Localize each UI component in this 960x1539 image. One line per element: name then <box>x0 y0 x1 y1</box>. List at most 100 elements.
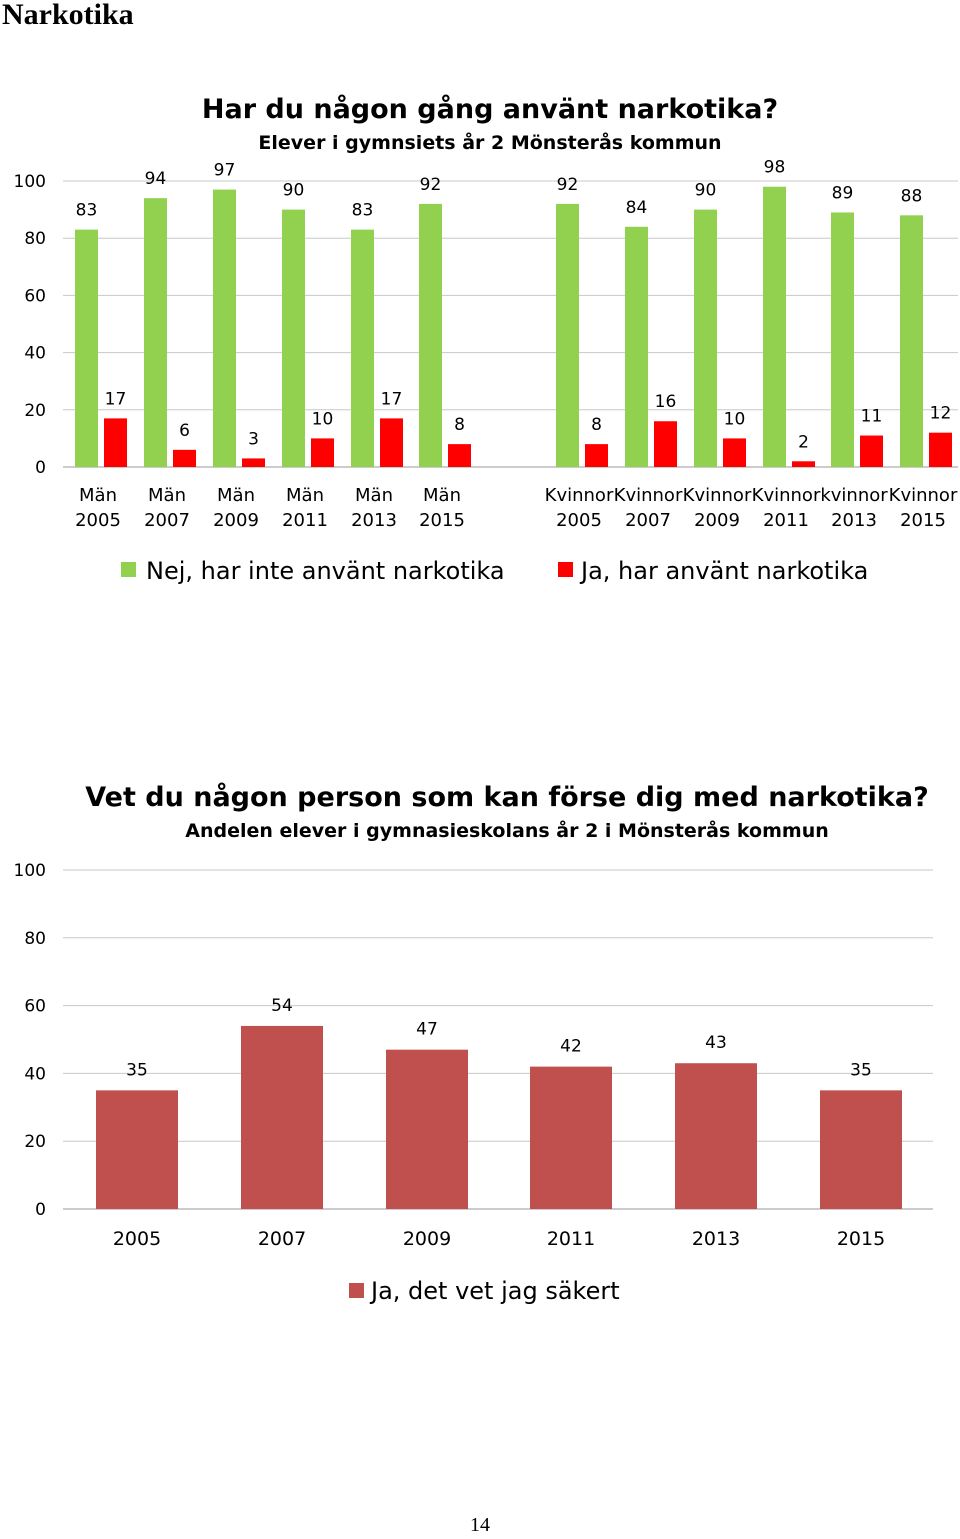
data-label: 3 <box>248 429 259 449</box>
category-label: Män <box>217 485 255 506</box>
data-label: 6 <box>179 421 190 441</box>
chart1-legend: Nej, har inte använt narkotika Ja, har a… <box>121 557 868 585</box>
category-year-label: 2013 <box>831 510 877 531</box>
data-label: 16 <box>655 392 677 412</box>
bar-ja <box>654 421 677 467</box>
category-label: Kvinnor <box>614 485 683 506</box>
data-label: 35 <box>850 1060 872 1080</box>
category-year-label: 2015 <box>419 510 465 531</box>
drug-use-chart: Har du någon gång använt narkotika? Elev… <box>14 93 958 585</box>
bar-nej <box>831 212 854 467</box>
data-label: 17 <box>381 389 403 409</box>
bar-nej <box>419 203 442 467</box>
category-label: 2011 <box>547 1228 595 1250</box>
data-label: 35 <box>126 1060 148 1080</box>
page-heading: Narkotika <box>2 0 134 31</box>
data-label: 42 <box>560 1037 582 1057</box>
drug-source-chart: Vet du någon person som kan förse dig me… <box>14 781 933 1305</box>
bar-ja <box>242 458 265 467</box>
bar-ja <box>792 461 815 467</box>
data-label: 10 <box>724 409 746 429</box>
bar-nej <box>351 229 374 467</box>
bar-ja <box>860 435 883 467</box>
data-label: 98 <box>764 158 786 178</box>
data-label: 90 <box>695 181 717 201</box>
y-tick-label: 20 <box>24 1132 46 1152</box>
bar-ja-sakert <box>820 1090 902 1209</box>
legend-label-sure: Ja, det vet jag säkert <box>369 1277 620 1305</box>
y-tick-label: 100 <box>14 861 46 881</box>
category-label: Män <box>423 485 461 506</box>
category-label: Män <box>148 485 186 506</box>
bar-ja <box>585 444 608 467</box>
category-label: 2009 <box>403 1228 451 1250</box>
y-tick-label: 100 <box>14 172 46 192</box>
category-year-label: 2005 <box>75 510 121 531</box>
category-year-label: 2007 <box>625 510 671 531</box>
category-year-label: 2013 <box>351 510 397 531</box>
legend-label-yes: Ja, har använt narkotika <box>579 557 868 585</box>
data-label: 84 <box>626 198 648 218</box>
category-label: Kvinnor <box>889 485 958 506</box>
y-tick-label: 0 <box>35 1200 46 1220</box>
data-label: 92 <box>557 175 579 195</box>
legend-swatch-no <box>121 562 136 577</box>
category-label: Kvinnor <box>545 485 614 506</box>
data-label: 10 <box>312 409 334 429</box>
bar-ja-sakert <box>675 1063 757 1209</box>
category-label: Kvinnor <box>683 485 752 506</box>
category-year-label: 2015 <box>900 510 946 531</box>
bar-ja <box>448 444 471 467</box>
bar-nej <box>213 189 236 467</box>
data-label: 2 <box>798 432 809 452</box>
data-label: 43 <box>705 1033 727 1053</box>
category-label: Män <box>355 485 393 506</box>
category-label: Män <box>79 485 117 506</box>
bar-ja <box>380 418 403 467</box>
y-tick-label: 40 <box>24 1064 46 1084</box>
bar-ja-sakert <box>241 1025 323 1209</box>
data-label: 54 <box>271 996 293 1016</box>
y-tick-label: 0 <box>35 458 46 478</box>
bar-ja-sakert <box>96 1090 178 1209</box>
data-label: 47 <box>416 1020 438 1040</box>
y-tick-label: 60 <box>24 286 46 306</box>
bar-ja <box>104 418 127 467</box>
chart2-legend: Ja, det vet jag säkert <box>349 1277 620 1305</box>
page-number: 14 <box>470 1514 490 1536</box>
data-label: 83 <box>352 201 374 221</box>
legend-label-no: Nej, har inte använt narkotika <box>146 557 505 585</box>
chart1-subtitle: Elever i gymnsiets år 2 Mönsterås kommun <box>258 130 721 154</box>
data-label: 17 <box>105 389 127 409</box>
data-label: 92 <box>420 175 442 195</box>
category-year-label: 2011 <box>763 510 809 531</box>
category-year-label: 2005 <box>556 510 602 531</box>
bar-nej <box>625 226 648 467</box>
bar-nej <box>763 186 786 467</box>
data-label: 8 <box>454 415 465 435</box>
category-label: 2015 <box>837 1228 885 1250</box>
bar-nej <box>694 209 717 467</box>
bar-nej <box>75 229 98 467</box>
bar-ja <box>311 438 334 467</box>
y-tick-label: 80 <box>24 929 46 949</box>
category-year-label: 2009 <box>213 510 259 531</box>
data-label: 11 <box>861 407 883 427</box>
bar-nej <box>900 215 923 467</box>
category-year-label: 2007 <box>144 510 190 531</box>
bar-nej <box>556 203 579 467</box>
category-year-label: 2011 <box>282 510 328 531</box>
category-year-label: 2009 <box>694 510 740 531</box>
y-tick-label: 80 <box>24 229 46 249</box>
data-label: 94 <box>145 169 167 189</box>
data-label: 8 <box>591 415 602 435</box>
bar-ja <box>173 449 196 467</box>
bar-nej <box>282 209 305 467</box>
legend-swatch-sure <box>349 1283 364 1298</box>
data-label: 12 <box>930 404 952 424</box>
data-label: 97 <box>214 161 236 181</box>
bar-ja <box>929 432 952 467</box>
legend-swatch-yes <box>558 562 573 577</box>
chart2-subtitle: Andelen elever i gymnasieskolans år 2 i … <box>185 818 829 842</box>
bar-ja-sakert <box>386 1049 468 1209</box>
